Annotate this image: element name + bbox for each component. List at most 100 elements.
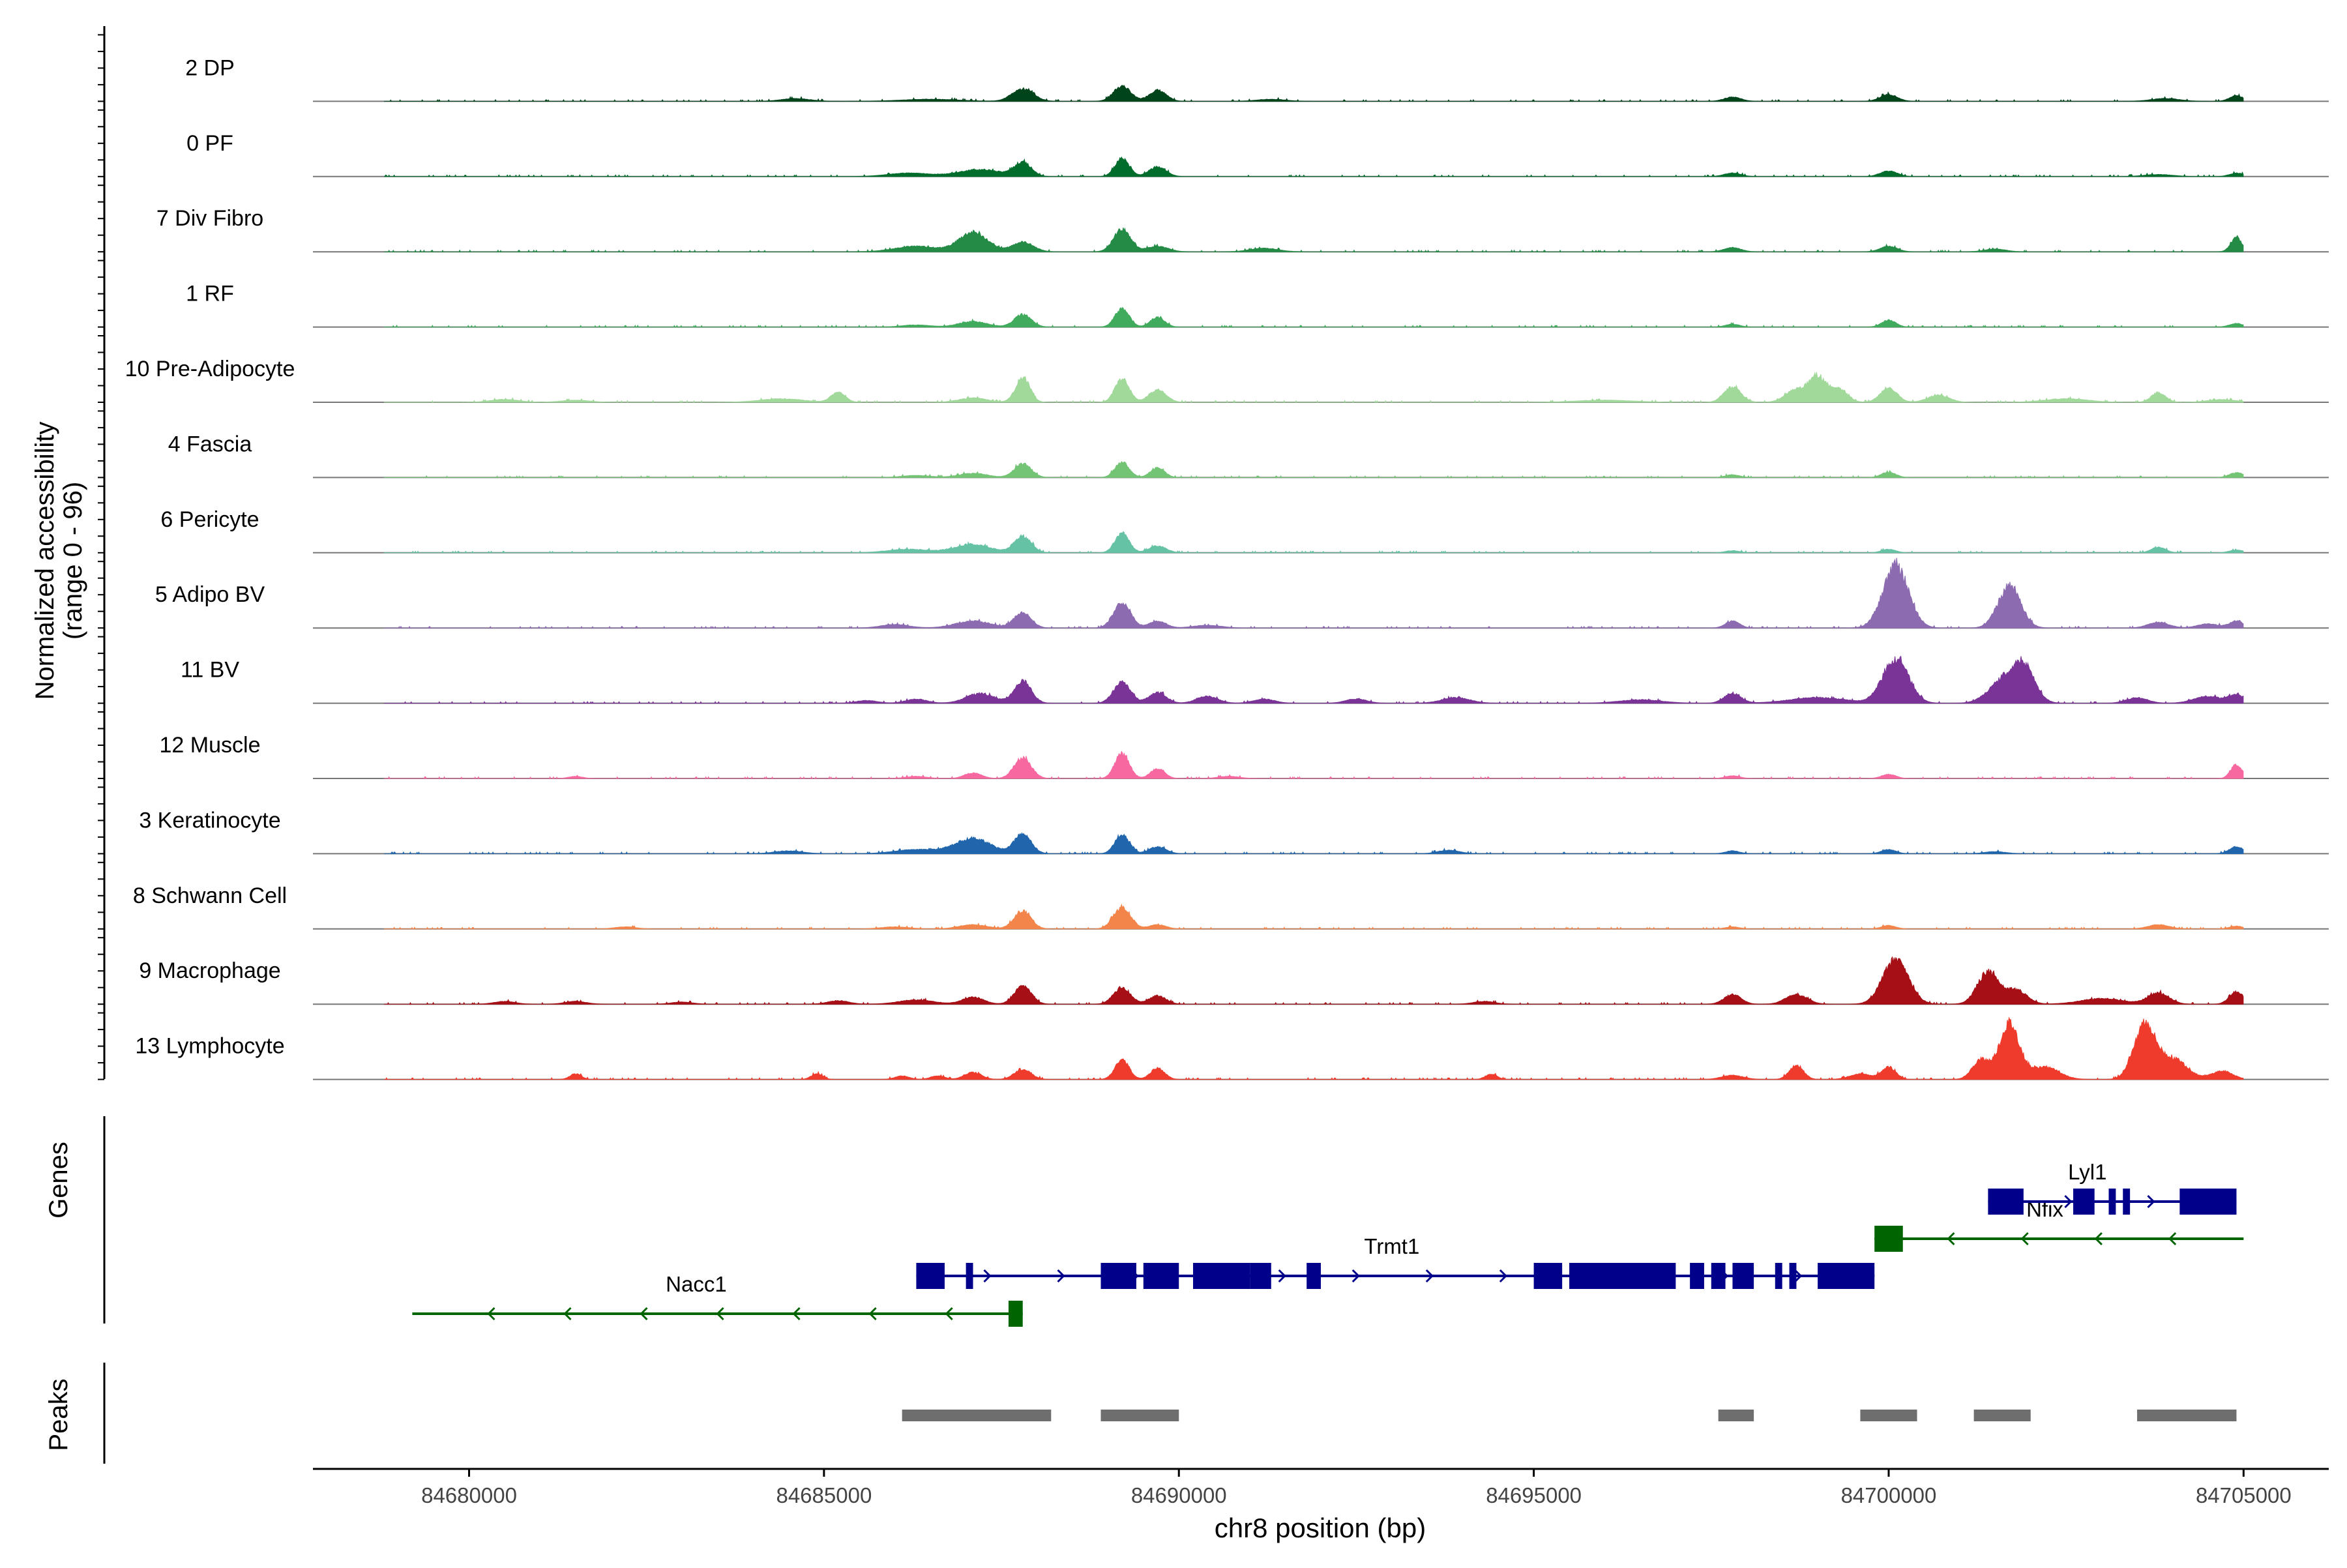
track-label-12-muscle: 12 Muscle [160,733,261,758]
strand-arrow [487,1307,495,1321]
strand-arrow [2168,1232,2177,1246]
exon [966,1263,973,1289]
x-axis-title: chr8 position (bp) [1215,1513,1426,1543]
strand-arrow [1351,1269,1360,1283]
track-label-2-dp: 2 DP [185,55,235,80]
track-0-pf: 0 PF [186,131,2329,177]
strand-arrow [2147,1194,2155,1209]
genes-track-label: Genes [44,1142,73,1219]
exon [1711,1263,1726,1289]
track-6-pericyte: 6 Pericyte [160,507,2329,554]
peak-region [1860,1410,1917,1421]
exon [1306,1263,1321,1289]
strand-arrow [1794,1269,1803,1283]
exon [1250,1263,1271,1289]
strand-arrow [792,1307,801,1321]
track-8-schwann-cell: 8 Schwann Cell [133,883,2329,930]
gene-nfix: Nfix [1874,1197,2244,1252]
exon [1690,1263,1704,1289]
track-13-lymphocyte: 13 Lymphocyte [135,1016,2329,1080]
x-tick-label: 84705000 [2196,1483,2292,1507]
exon [1874,1226,1903,1252]
x-tick-label: 84700000 [1841,1483,1937,1507]
exon [2073,1189,2095,1215]
coverage-area-9-macrophage [383,956,2244,1005]
track-label-0-pf: 0 PF [186,131,233,156]
peak-region [1100,1410,1179,1421]
exon [2179,1189,2237,1215]
gene-label-nacc1: Nacc1 [666,1272,727,1296]
gene-trmt1: Trmt1 [916,1234,1875,1289]
track-5-adipo-bv: 5 Adipo BV [155,557,2329,629]
coverage-area-10-pre-adipocyte [383,372,2244,403]
strand-arrow [1499,1269,1508,1283]
exon [1569,1263,1676,1289]
coverage-area-12-muscle [383,750,2244,780]
strand-arrow [983,1269,992,1283]
track-label-11-bv: 11 BV [181,658,239,683]
track-9-macrophage: 9 Macrophage [139,956,2329,1005]
track-12-muscle: 12 Muscle [160,733,2329,780]
coverage-area-3-keratinocyte [383,832,2244,855]
peak-region [1973,1410,2031,1421]
coverage-area-6-pericyte [383,531,2244,554]
coverage-tracks: 2 DP 0 PF 7 Div Fibro 1 RF 10 Pre-Adipocyte 4… [125,55,2329,1080]
gene-label-trmt1: Trmt1 [1364,1234,1419,1258]
strand-arrow [2020,1232,2029,1246]
y-axis-title: Normalized accessibility [31,422,59,700]
coverage-area-7-div-fibro [383,227,2244,253]
strand-arrow [1947,1232,1955,1246]
track-11-bv: 11 BV [181,655,2329,704]
track-label-7-div-fibro: 7 Div Fibro [156,206,263,231]
strand-arrow [640,1307,648,1321]
track-7-div-fibro: 7 Div Fibro [156,206,2329,253]
gene-lyl1: Lyl1 [1988,1160,2237,1215]
track-2-dp: 2 DP [185,55,2329,102]
track-label-4-fascia: 4 Fascia [168,432,252,456]
x-tick-label: 84685000 [776,1483,872,1507]
peak-track [902,1410,2237,1421]
exon [1533,1263,1563,1289]
exon [1008,1301,1023,1327]
track-label-6-pericyte: 6 Pericyte [160,507,259,532]
strand-arrow [868,1307,877,1321]
exon [1789,1263,1797,1289]
track-label-9-macrophage: 9 Macrophage [139,958,280,983]
track-10-pre-adipocyte: 10 Pre-Adipocyte [125,357,2329,403]
track-1-rf: 1 RF [186,282,2329,328]
coverage-area-2-dp [383,85,2244,102]
peak-region [2137,1410,2237,1421]
coverage-area-4-fascia [383,461,2244,479]
axes: 84680000 84685000 84690000 84695000 84700000… [98,26,2329,1507]
strand-arrow [945,1307,953,1321]
strand-arrow [2094,1232,2103,1246]
coverage-area-1-rf [383,306,2244,328]
track-3-keratinocyte: 3 Keratinocyte [139,808,2329,855]
peaks-track-label: Peaks [44,1378,73,1451]
gene-track: Nacc1 Trmt1 Nfix Lyl1 [412,1160,2244,1327]
exon [1988,1189,2024,1215]
exon [1732,1263,1754,1289]
track-4-fascia: 4 Fascia [168,432,2329,479]
x-tick-label: 84690000 [1131,1483,1227,1507]
exon [2108,1189,2116,1215]
exon [1818,1263,1875,1289]
strand-arrow [716,1307,724,1321]
track-label-3-keratinocyte: 3 Keratinocyte [139,808,280,833]
exon [1100,1263,1136,1289]
coverage-area-8-schwann-cell [383,903,2244,930]
exon [2123,1189,2131,1215]
track-label-13-lymphocyte: 13 Lymphocyte [135,1034,284,1059]
strand-arrow [2064,1194,2073,1209]
coverage-area-5-adipo-bv [383,557,2244,629]
x-tick-label: 84695000 [1486,1483,1582,1507]
track-label-8-schwann-cell: 8 Schwann Cell [133,883,287,908]
strand-arrow [563,1307,572,1321]
gene-nacc1: Nacc1 [412,1272,1023,1327]
strand-arrow [1057,1269,1065,1283]
track-label-10-pre-adipocyte: 10 Pre-Adipocyte [125,357,295,381]
peak-region [1718,1410,1754,1421]
exon [1193,1263,1250,1289]
